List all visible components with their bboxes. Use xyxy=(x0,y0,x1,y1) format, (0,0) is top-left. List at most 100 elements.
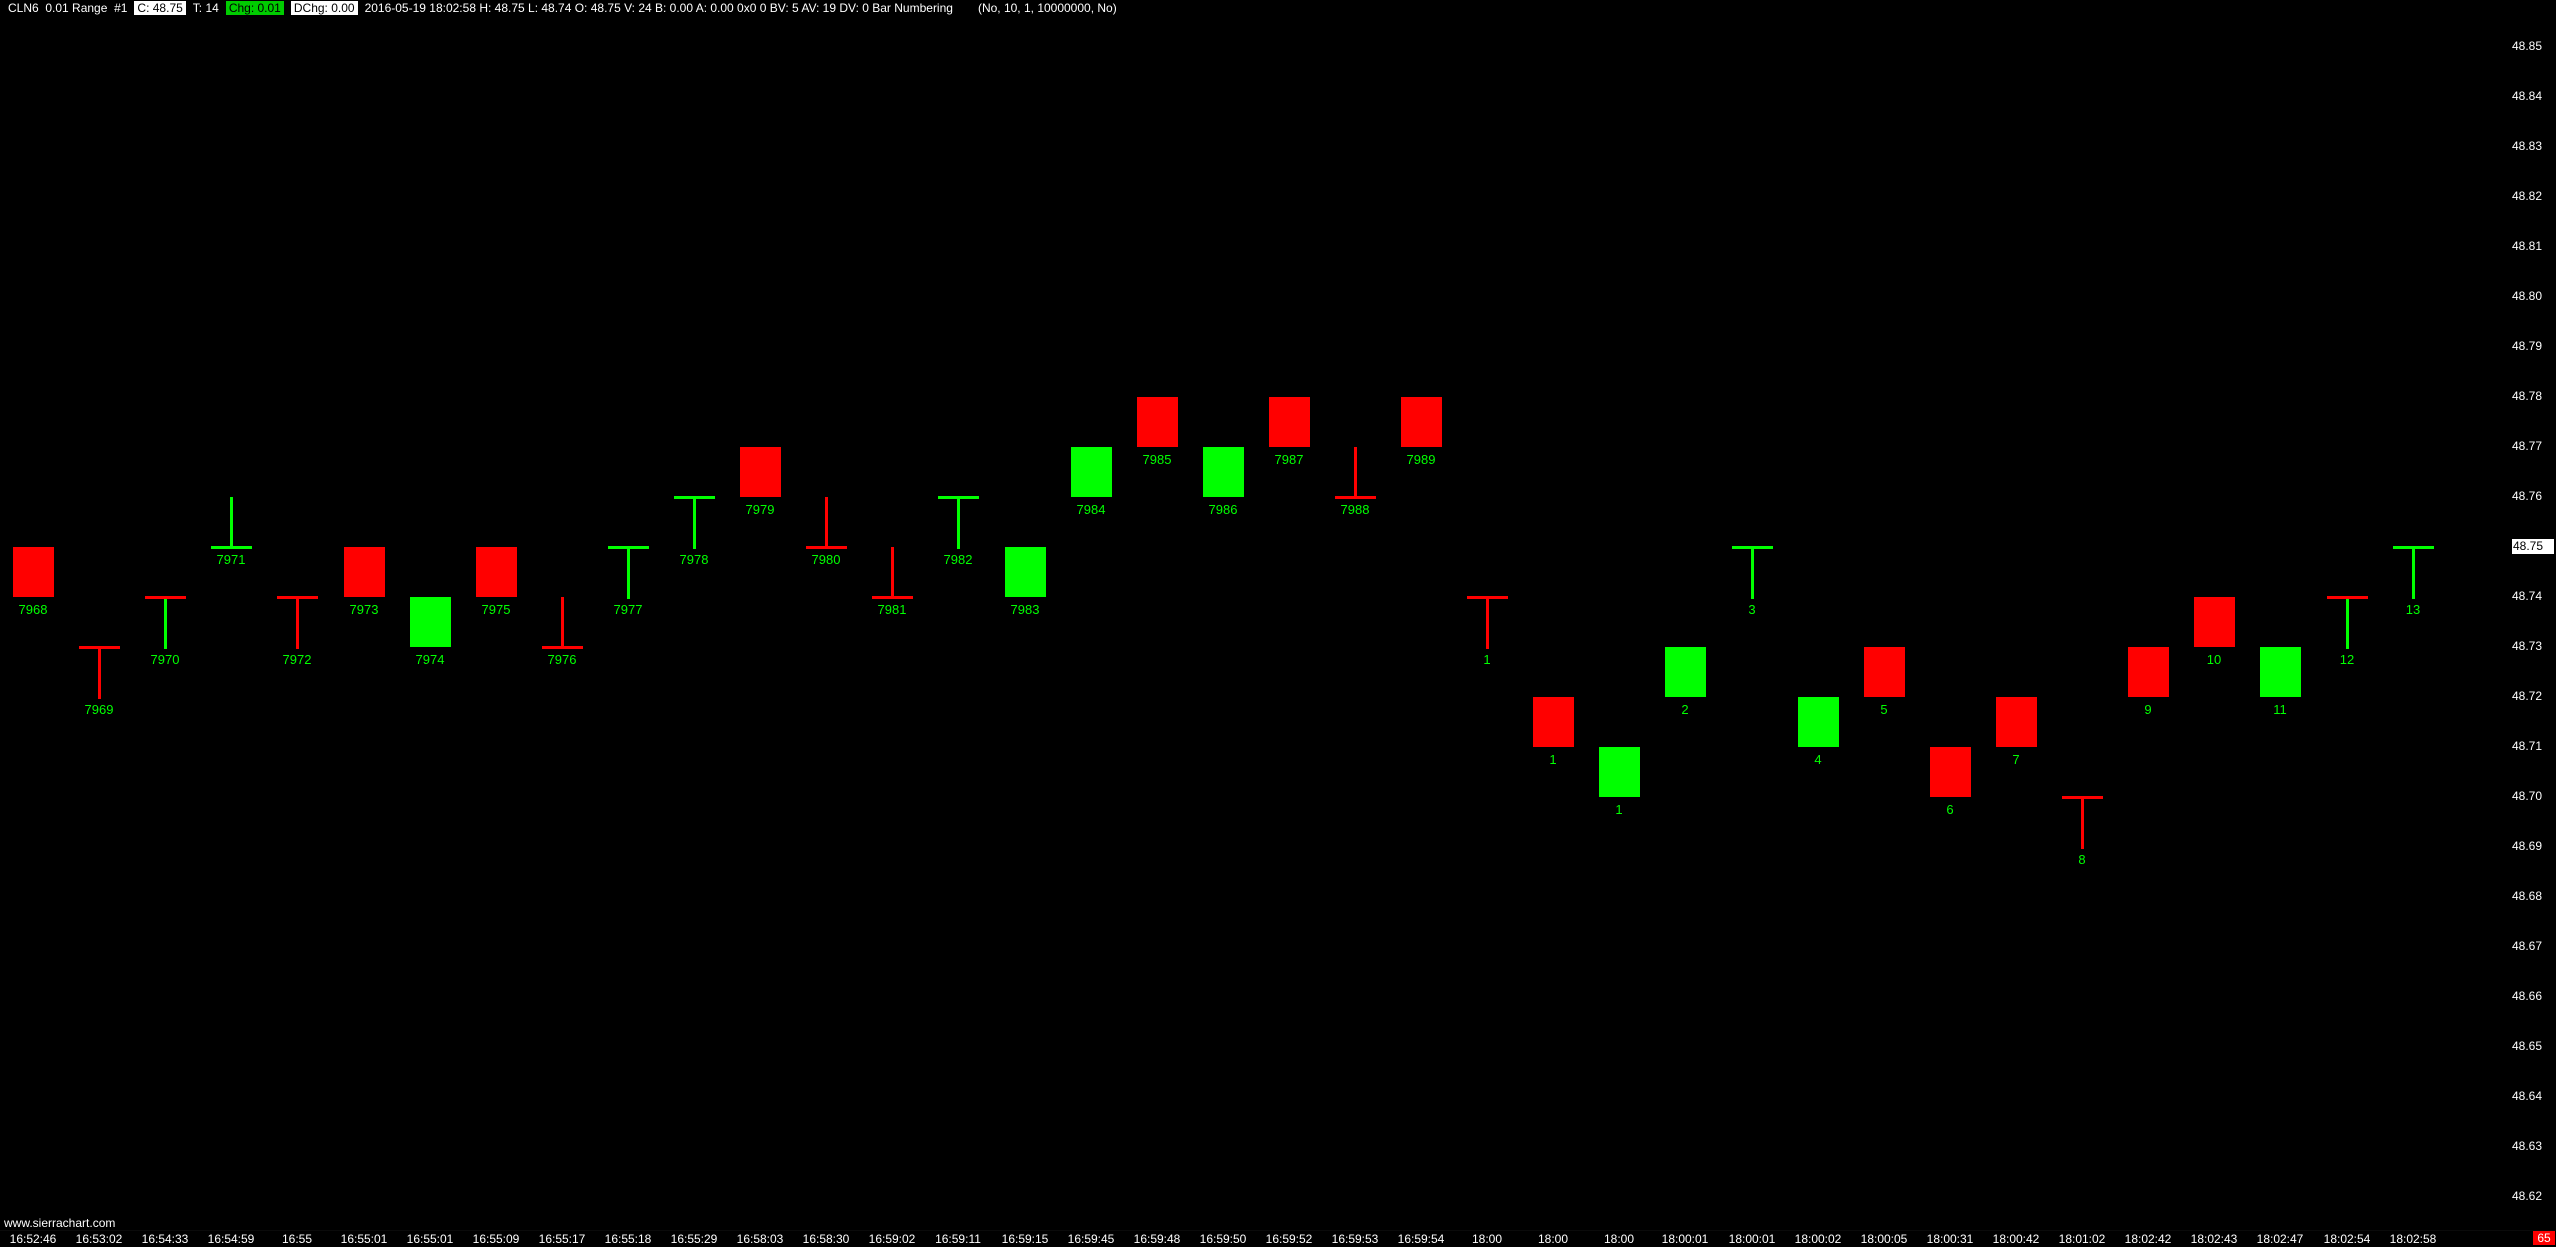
time-tick-label: 16:59:53 xyxy=(1331,1232,1379,1246)
price-tick-label: 48.76 xyxy=(2512,489,2543,503)
candle-body xyxy=(2260,647,2301,697)
candle-wick xyxy=(1751,547,1754,599)
candle-body xyxy=(2194,597,2235,647)
price-tick-label: 48.64 xyxy=(2512,1089,2543,1103)
candle-body xyxy=(1665,647,1706,697)
time-tick-label: 16:55:09 xyxy=(472,1232,520,1246)
candle-body xyxy=(1930,747,1971,797)
bar-number-label: 11 xyxy=(2273,702,2287,717)
price-tick-label: 48.62 xyxy=(2512,1189,2543,1203)
time-tick-label: 16:59:48 xyxy=(1133,1232,1181,1246)
candle-body xyxy=(344,547,385,597)
candle-open-close-dash xyxy=(211,546,252,549)
bar-number-label: 1 xyxy=(1549,752,1557,767)
bar-number-label: 7988 xyxy=(1340,502,1370,517)
bar-number-label: 7989 xyxy=(1406,452,1436,467)
candle-wick xyxy=(98,647,101,699)
time-tick-label: 18:02:54 xyxy=(2323,1232,2371,1246)
bar-number-label: 7978 xyxy=(679,552,709,567)
candle-open-close-dash xyxy=(674,496,715,499)
price-tick-label: 48.80 xyxy=(2512,289,2543,303)
last-price-badge: C: 48.75 xyxy=(134,1,186,15)
time-tick-label: 16:59:11 xyxy=(935,1232,981,1246)
bar-number-label: 1 xyxy=(1615,802,1623,817)
bar-number-label: 2 xyxy=(1681,702,1689,717)
bar-number-label: 12 xyxy=(2339,652,2355,667)
bar-number-label: 5 xyxy=(1880,702,1888,717)
price-tick-label: 48.79 xyxy=(2512,339,2543,353)
bar-number-label: 7982 xyxy=(943,552,973,567)
price-tick-label: 48.69 xyxy=(2512,839,2543,853)
bar-number-label: 1 xyxy=(1483,652,1491,667)
price-tick-label: 48.70 xyxy=(2512,789,2543,803)
daily-change-badge: DChg: 0.00 xyxy=(290,1,358,15)
time-tick-label: 18:02:58 xyxy=(2389,1232,2437,1246)
time-tick-label: 16:59:50 xyxy=(1199,1232,1247,1246)
sierrachart-watermark: www.sierrachart.com xyxy=(4,1216,116,1230)
candle-body xyxy=(1864,647,1905,697)
time-tick-label: 16:55:18 xyxy=(604,1232,652,1246)
candle-open-close-dash xyxy=(872,596,913,599)
time-tick-label: 16:59:45 xyxy=(1067,1232,1115,1246)
candle-wick xyxy=(561,597,564,649)
bar-number-label: 7974 xyxy=(415,652,445,667)
candle-open-close-dash xyxy=(806,546,847,549)
time-tick-label: 16:55:29 xyxy=(670,1232,718,1246)
time-tick-label: 18:02:42 xyxy=(2124,1232,2172,1246)
price-tick-label: 48.65 xyxy=(2512,1039,2543,1053)
last-price-axis-tag: 48.75 xyxy=(2512,539,2554,554)
candle-wick xyxy=(296,597,299,649)
bar-number-label: 7975 xyxy=(481,602,511,617)
price-axis[interactable]: 48.85 48.84 48.83 48.82 48.81 48.80 48.79 48.78… xyxy=(2510,0,2556,1228)
time-tick-label: 16:55:01 xyxy=(406,1232,454,1246)
candle-body xyxy=(476,547,517,597)
price-tick-label: 48.73 xyxy=(2512,639,2543,653)
bar-number-label: 6 xyxy=(1946,802,1954,817)
candle-wick xyxy=(627,547,630,599)
candle-body xyxy=(1996,697,2037,747)
bar-number-label: 7976 xyxy=(547,652,577,667)
candle-body xyxy=(1071,447,1112,497)
time-tick-label: 16:58:30 xyxy=(802,1232,850,1246)
time-axis[interactable]: 65 16:52:46 16:53:02 16:54:33 16:54:59 16:55… xyxy=(0,1230,2556,1247)
candle-body xyxy=(1401,397,1442,447)
candle-wick xyxy=(1354,447,1357,499)
candle-body xyxy=(1005,547,1046,597)
time-tick-label: 18:00:31 xyxy=(1926,1232,1974,1246)
time-tick-label: 18:00 xyxy=(1537,1232,1569,1246)
price-tick-label: 48.66 xyxy=(2512,989,2543,1003)
candle-wick xyxy=(693,497,696,549)
bar-number-label: 9 xyxy=(2144,702,2152,717)
bar-countdown-badge: 65 xyxy=(2533,1231,2555,1245)
candle-open-close-dash xyxy=(277,596,318,599)
bar-number-label: 7979 xyxy=(745,502,775,517)
candle-body xyxy=(13,547,54,597)
candle-wick xyxy=(2412,547,2415,599)
bar-number-label: 8 xyxy=(2078,852,2086,867)
price-tick-label: 48.84 xyxy=(2512,89,2543,103)
bar-number-label: 7987 xyxy=(1274,452,1304,467)
time-tick-label: 16:52:46 xyxy=(9,1232,57,1246)
bar-number-label: 7 xyxy=(2012,752,2020,767)
time-tick-label: 16:55:01 xyxy=(340,1232,388,1246)
candle-body xyxy=(1533,697,1574,747)
price-tick-label: 48.78 xyxy=(2512,389,2543,403)
candle-open-close-dash xyxy=(1335,496,1376,499)
candle-body xyxy=(1599,747,1640,797)
time-tick-label: 18:02:47 xyxy=(2256,1232,2304,1246)
candle-body xyxy=(740,447,781,497)
candle-wick xyxy=(1486,597,1489,649)
candle-open-close-dash xyxy=(2393,546,2434,549)
symbol-info: CLN6 0.01 Range #1 xyxy=(8,1,128,15)
candle-open-close-dash xyxy=(79,646,120,649)
time-tick-label: 18:00 xyxy=(1471,1232,1503,1246)
price-tick-label: 48.82 xyxy=(2512,189,2543,203)
price-tick-label: 48.83 xyxy=(2512,139,2543,153)
trades-count: T: 14 xyxy=(192,1,219,15)
time-tick-label: 16:59:54 xyxy=(1397,1232,1445,1246)
time-tick-label: 18:00:42 xyxy=(1992,1232,2040,1246)
time-tick-label: 16:55:17 xyxy=(538,1232,586,1246)
candle-open-close-dash xyxy=(2327,596,2368,599)
candle-open-close-dash xyxy=(2062,796,2103,799)
chart-region[interactable]: 7968 7969 7970 7971 7972 7973 7974 7975 7976 7977… xyxy=(0,0,2510,1228)
